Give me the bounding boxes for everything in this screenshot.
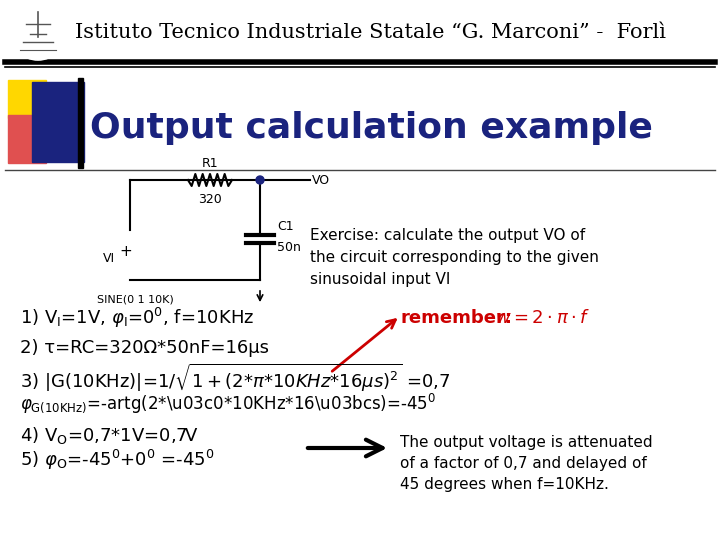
Text: 4) V$_\mathrm{O}$=0,7*1V=0,7V: 4) V$_\mathrm{O}$=0,7*1V=0,7V — [20, 424, 199, 445]
Text: 5) $\varphi_\mathrm{O}$=-45$^0$+0$^0$ =-45$^0$: 5) $\varphi_\mathrm{O}$=-45$^0$+0$^0$ =-… — [20, 448, 215, 472]
Text: +: + — [120, 244, 132, 259]
Circle shape — [105, 230, 155, 280]
Circle shape — [256, 176, 264, 184]
Circle shape — [10, 4, 66, 60]
Text: Output calculation example: Output calculation example — [90, 111, 653, 145]
Text: $w = 2 \cdot \pi \cdot f$: $w = 2 \cdot \pi \cdot f$ — [495, 309, 590, 327]
Bar — [8, 115, 46, 163]
Bar — [8, 80, 46, 118]
Text: 320: 320 — [198, 193, 222, 206]
Text: Exercise: calculate the output VO of
the circuit corresponding to the given
sinu: Exercise: calculate the output VO of the… — [310, 228, 599, 287]
Text: R1: R1 — [202, 157, 218, 170]
Text: The output voltage is attenuated
of a factor of 0,7 and delayed of
45 degrees wh: The output voltage is attenuated of a fa… — [400, 435, 652, 492]
Text: 2) τ=RC=320Ω*50nF=16μs: 2) τ=RC=320Ω*50nF=16μs — [20, 339, 269, 357]
Text: SINE(0 1 10K): SINE(0 1 10K) — [96, 294, 174, 304]
Text: Istituto Tecnico Industriale Statale “G. Marconi” -  Forlì: Istituto Tecnico Industriale Statale “G.… — [75, 23, 666, 42]
Text: VI: VI — [103, 252, 115, 265]
Text: 3) |G(10KHz)|=1/$\sqrt{1+(2{*}\pi{*}10KHz{*}16\mu s)^2}$ =0,7: 3) |G(10KHz)|=1/$\sqrt{1+(2{*}\pi{*}10KH… — [20, 362, 451, 394]
Bar — [78, 78, 83, 168]
Text: VO: VO — [312, 173, 330, 186]
Text: remember:: remember: — [400, 309, 512, 327]
Text: C1: C1 — [277, 220, 294, 233]
Bar — [32, 82, 84, 162]
Text: 50n: 50n — [277, 241, 301, 254]
Text: $\varphi_{\mathrm{G(10KHz)}}$=-artg(2*\u03c0*10KHz*16\u03bcs)=-45$^0$: $\varphi_{\mathrm{G(10KHz)}}$=-artg(2*\u… — [20, 391, 436, 415]
Text: 1) V$_\mathrm{I}$=1V, $\varphi_\mathrm{I}$=0$^0$, f=10KHz: 1) V$_\mathrm{I}$=1V, $\varphi_\mathrm{I… — [20, 306, 254, 330]
